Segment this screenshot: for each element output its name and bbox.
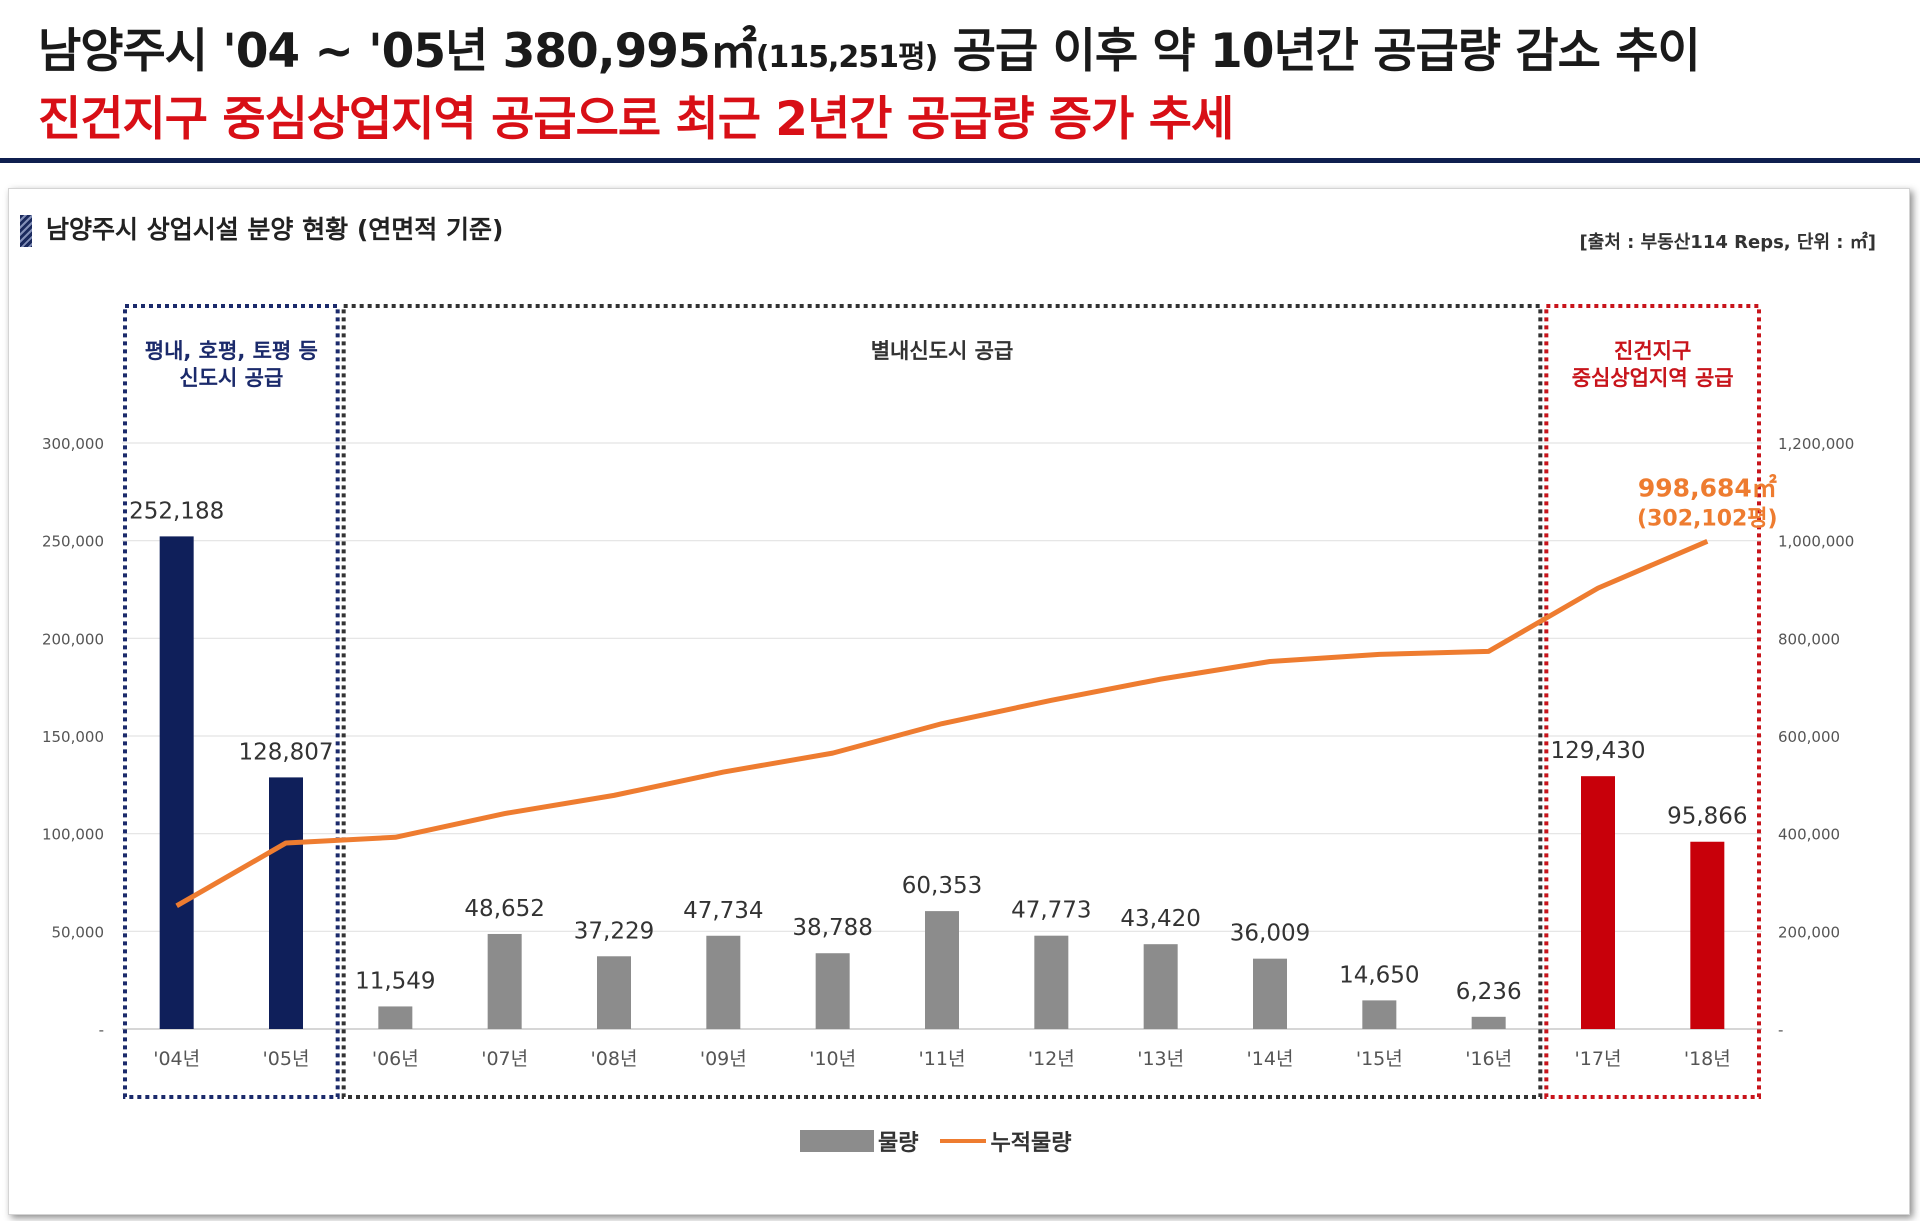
- header-rule: [0, 158, 1920, 163]
- bar-12: [1471, 1016, 1506, 1029]
- headline-line-2: 진건지구 중심상업지역 공급으로 최근 2년간 공급량 증가 추세: [38, 92, 1234, 147]
- x-tick-label: '05년: [263, 1048, 310, 1070]
- bar-value-label: 129,430: [1550, 738, 1645, 764]
- y-left-tick-label: 300,000: [42, 435, 104, 453]
- legend-bar-label: 물량: [878, 1131, 919, 1156]
- bar-7: [925, 911, 959, 1029]
- bar-8: [1034, 935, 1069, 1029]
- bar-value-label: 47,734: [683, 898, 763, 924]
- x-tick-label: '15년: [1356, 1048, 1403, 1070]
- x-tick-label: '10년: [809, 1048, 856, 1070]
- group-title-2: 진건지구: [1614, 339, 1691, 363]
- bar-13: [1581, 776, 1615, 1029]
- group-title-2: 중심상업지역 공급: [1572, 366, 1734, 390]
- legend-bar-swatch: [800, 1130, 874, 1152]
- x-tick-label: '04년: [153, 1048, 200, 1070]
- bar-10: [1253, 958, 1287, 1029]
- x-tick-label: '12년: [1028, 1048, 1075, 1070]
- x-tick-label: '13년: [1137, 1048, 1184, 1070]
- bar-value-label: 11,549: [355, 968, 435, 994]
- y-right-tick-label: 1,000,000: [1778, 533, 1854, 551]
- cumulative-line: [175, 539, 1709, 909]
- legend-line-swatch: [940, 1139, 987, 1143]
- legend: 물량 누적물량: [800, 1125, 1071, 1157]
- legend-line-label: 누적물량: [990, 1131, 1072, 1156]
- group-box-0: [123, 304, 340, 1099]
- bar-value-label: 47,773: [1011, 898, 1091, 924]
- bar-5: [706, 935, 741, 1029]
- headline-line-1-main: 남양주시 '04 ~ '05년 380,995㎡: [38, 24, 757, 79]
- bar-11: [1362, 1000, 1397, 1029]
- bar-9: [1143, 944, 1178, 1029]
- y-left-tick-label: 100,000: [42, 826, 104, 844]
- source-note: [출처 : 부동산114 Reps, 단위 : ㎡]: [1579, 232, 1876, 253]
- y-right-tick-label: 1,200,000: [1778, 435, 1854, 453]
- section-title: 남양주시 상업시설 분양 현황 (연면적 기준): [20, 210, 503, 247]
- y-left-tick-label: 200,000: [42, 630, 104, 648]
- bar-0: [159, 536, 194, 1029]
- bar-value-label: 60,353: [902, 873, 982, 899]
- bar-value-label: 14,650: [1339, 962, 1419, 988]
- x-tick-label: '08년: [591, 1048, 638, 1070]
- x-tick-label: '17년: [1575, 1048, 1622, 1070]
- bar-value-label: 128,807: [238, 739, 333, 765]
- x-tick-label: '06년: [372, 1048, 419, 1070]
- y-left-tick-label: -: [99, 1021, 104, 1039]
- bar-value-label: 36,009: [1230, 921, 1310, 947]
- headline-line-1: 남양주시 '04 ~ '05년 380,995㎡(115,251평) 공급 이후…: [38, 12, 1701, 81]
- bar-value-label: 43,420: [1120, 906, 1200, 932]
- y-right-tick-label: -: [1778, 1021, 1783, 1039]
- group-title-0: 평내, 호평, 토평 등: [145, 339, 318, 363]
- bar-value-label: 37,229: [574, 918, 654, 944]
- y-right-tick-label: 400,000: [1778, 826, 1840, 844]
- line-end-pyeong: (302,102평): [1637, 506, 1778, 531]
- bar-value-label: 38,788: [792, 915, 872, 941]
- line-end-value: 998,684㎡: [1638, 473, 1777, 502]
- y-right-tick-label: 200,000: [1778, 923, 1840, 941]
- group-title-1: 별내신도시 공급: [871, 339, 1014, 363]
- bar-2: [378, 1006, 413, 1029]
- bar-1: [269, 777, 303, 1029]
- bar-value-label: 95,866: [1667, 804, 1747, 830]
- bar-14: [1690, 841, 1725, 1029]
- y-right-tick-label: 600,000: [1778, 728, 1840, 746]
- group-box-1: [341, 304, 1543, 1099]
- headline-line-1-tail: 공급 이후 약 10년간 공급량 감소 추이: [952, 24, 1701, 79]
- section-marker-icon: [20, 215, 32, 247]
- bar-6: [815, 953, 850, 1029]
- bar-value-label: 6,236: [1456, 979, 1522, 1005]
- group-box-2: [1544, 304, 1762, 1099]
- chart-panel: [8, 188, 1910, 1215]
- group-title-0: 신도시 공급: [179, 366, 283, 390]
- bar-3: [487, 933, 522, 1029]
- bar-value-label: 252,188: [129, 498, 224, 524]
- bar-value-label: 48,652: [464, 896, 544, 922]
- x-tick-label: '11년: [919, 1048, 966, 1070]
- x-tick-label: '09년: [700, 1048, 747, 1070]
- x-tick-label: '16년: [1465, 1048, 1512, 1070]
- x-tick-label: '07년: [481, 1048, 528, 1070]
- x-tick-label: '14년: [1247, 1048, 1294, 1070]
- x-tick-label: '18년: [1684, 1048, 1731, 1070]
- y-left-tick-label: 50,000: [52, 923, 105, 941]
- y-right-tick-label: 800,000: [1778, 630, 1840, 648]
- y-left-tick-label: 150,000: [42, 728, 104, 746]
- bar-4: [597, 956, 631, 1029]
- headline-line-1-paren: (115,251평): [755, 40, 939, 75]
- section-title-text: 남양주시 상업시설 분양 현황 (연면적 기준): [46, 215, 504, 244]
- y-left-tick-label: 250,000: [42, 533, 104, 551]
